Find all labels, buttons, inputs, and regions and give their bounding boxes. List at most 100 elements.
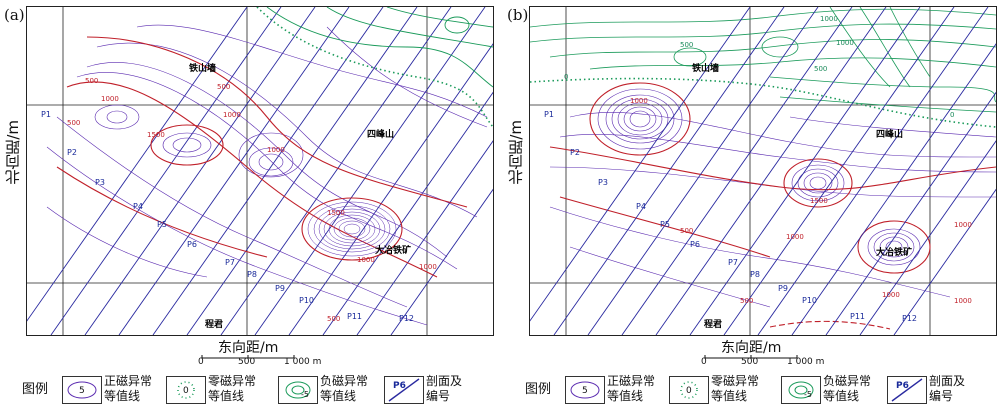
place-tieshan: 铁山墙 bbox=[692, 62, 719, 74]
panel-b: (b) 北向距/m bbox=[503, 0, 1000, 416]
profile-label: P3 bbox=[95, 178, 105, 187]
panel-label: (b) bbox=[507, 6, 529, 24]
legend-profile-text: 剖面及 编号 bbox=[426, 374, 463, 403]
contour-label: 0 bbox=[564, 73, 568, 81]
profile-label: P9 bbox=[778, 284, 788, 293]
scale-bar: 0 500 1 000 m bbox=[701, 352, 831, 371]
place-chengjun: 程君 bbox=[205, 318, 223, 330]
contour-label: 1000 bbox=[101, 95, 119, 103]
profile-line bbox=[587, 7, 819, 335]
profile-line bbox=[791, 43, 996, 335]
legend-b: 图例 5 正磁异常 等值线 0 零磁异常 等值线 -5 负磁异常 等值线 P6 … bbox=[503, 372, 1000, 416]
profile-label: P5 bbox=[157, 220, 167, 229]
legend-positive-text: 正磁异常 等值线 bbox=[607, 374, 656, 403]
profile-label: P7 bbox=[728, 258, 738, 267]
scale-tick: 1 000 m bbox=[284, 357, 322, 367]
profile-label: P5 bbox=[660, 220, 670, 229]
contour-label: 1000 bbox=[954, 221, 972, 229]
profile-line bbox=[553, 7, 785, 335]
profile-label: P2 bbox=[67, 148, 77, 157]
svg-text:0: 0 bbox=[183, 386, 189, 396]
profile-label: P10 bbox=[299, 296, 314, 305]
scale-tick: 1 000 m bbox=[787, 357, 825, 367]
y-axis-label: 北向距/m bbox=[507, 120, 525, 185]
profile-line bbox=[254, 7, 486, 335]
profile-line bbox=[84, 7, 316, 335]
legend-zero-text: 零磁异常 等值线 bbox=[711, 374, 760, 403]
contour-label: 1000 bbox=[357, 256, 375, 264]
contour-label: 1000 bbox=[786, 233, 804, 241]
contour-label: 1000 bbox=[882, 291, 900, 299]
place-daye: 大冶铁矿 bbox=[876, 246, 912, 258]
contour-label: 1000 bbox=[836, 39, 854, 47]
place-chengjun: 程君 bbox=[704, 318, 722, 330]
contour-label: 500 bbox=[814, 65, 827, 73]
scale-tick: 0 bbox=[198, 357, 204, 367]
scale-tick: 500 bbox=[741, 357, 759, 367]
profile-line bbox=[859, 140, 996, 335]
profile-line bbox=[689, 7, 921, 335]
profile-label: P2 bbox=[570, 148, 580, 157]
contour-label: 500 bbox=[327, 315, 340, 323]
profile-label: P7 bbox=[225, 258, 235, 267]
contour-label: 1000 bbox=[419, 263, 437, 271]
x-axis-label: 东向距/m bbox=[218, 340, 279, 356]
profile-label: P6 bbox=[187, 240, 197, 249]
contour-label: 0 bbox=[950, 111, 954, 119]
profile-label: P11 bbox=[347, 312, 362, 321]
profile-line bbox=[50, 7, 282, 335]
legend-title: 图例 bbox=[22, 382, 49, 397]
scale-tick: 0 bbox=[701, 357, 707, 367]
place-sifeng: 四峰山 bbox=[367, 128, 394, 140]
map-canvas-a: 500 1000 1500 1000 500 1000 1500 1000 50… bbox=[27, 7, 493, 335]
profile-label: P9 bbox=[275, 284, 285, 293]
legend-positive-text: 正磁异常 等值线 bbox=[104, 374, 153, 403]
svg-text:P6: P6 bbox=[896, 381, 909, 391]
profile-label: P12 bbox=[399, 314, 414, 323]
svg-text:-5: -5 bbox=[804, 390, 812, 399]
profile-line bbox=[356, 140, 493, 335]
contour-label: 1500 bbox=[810, 197, 828, 205]
profile-label: P1 bbox=[41, 110, 51, 119]
profile-line bbox=[220, 7, 452, 335]
profile-line bbox=[118, 7, 350, 335]
profile-line bbox=[655, 7, 887, 335]
profile-line bbox=[723, 7, 955, 335]
profile-line bbox=[757, 7, 989, 335]
profile-line bbox=[621, 7, 853, 335]
svg-text:5: 5 bbox=[582, 386, 588, 396]
profile-line bbox=[152, 7, 384, 335]
contour-label: 1000 bbox=[630, 97, 648, 105]
zero-contour-swatch: 0 bbox=[669, 376, 709, 404]
panel-label: (a) bbox=[4, 6, 25, 24]
profile-label: P4 bbox=[636, 202, 646, 211]
profile-label: P11 bbox=[850, 312, 865, 321]
contour-label: 500 bbox=[680, 227, 693, 235]
svg-text:P6: P6 bbox=[393, 381, 406, 391]
profile-line bbox=[530, 7, 751, 322]
map-canvas-b: 1000 500 1000 500 0 0 1000 1500 1000 500… bbox=[530, 7, 996, 335]
svg-text:5: 5 bbox=[79, 386, 85, 396]
scale-bar: 0 500 1 000 m bbox=[198, 352, 328, 371]
contour-label: 1000 bbox=[267, 146, 285, 154]
y-axis-label: 北向距/m bbox=[4, 120, 22, 185]
profile-label: P12 bbox=[902, 314, 917, 323]
profile-line bbox=[288, 43, 493, 335]
negative-contour-swatch: -5 bbox=[278, 376, 318, 404]
x-axis-label: 东向距/m bbox=[721, 340, 782, 356]
place-sifeng: 四峰山 bbox=[876, 128, 903, 140]
panel-a: (a) 北向距/m bbox=[0, 0, 497, 416]
svg-text:-5: -5 bbox=[301, 390, 309, 399]
zero-contour-swatch: 0 bbox=[166, 376, 206, 404]
profile-label: P1 bbox=[544, 110, 554, 119]
positive-contour-swatch: 5 bbox=[62, 376, 102, 404]
contour-label: 500 bbox=[217, 83, 230, 91]
contour-label: 1000 bbox=[223, 111, 241, 119]
svg-text:0: 0 bbox=[686, 386, 692, 396]
profile-label: P6 bbox=[690, 240, 700, 249]
profile-line bbox=[390, 188, 493, 335]
place-daye: 大冶铁矿 bbox=[375, 244, 411, 256]
legend-negative-text: 负磁异常 等值线 bbox=[823, 374, 872, 403]
profile-label: P8 bbox=[247, 270, 257, 279]
contour-label: 500 bbox=[680, 41, 693, 49]
